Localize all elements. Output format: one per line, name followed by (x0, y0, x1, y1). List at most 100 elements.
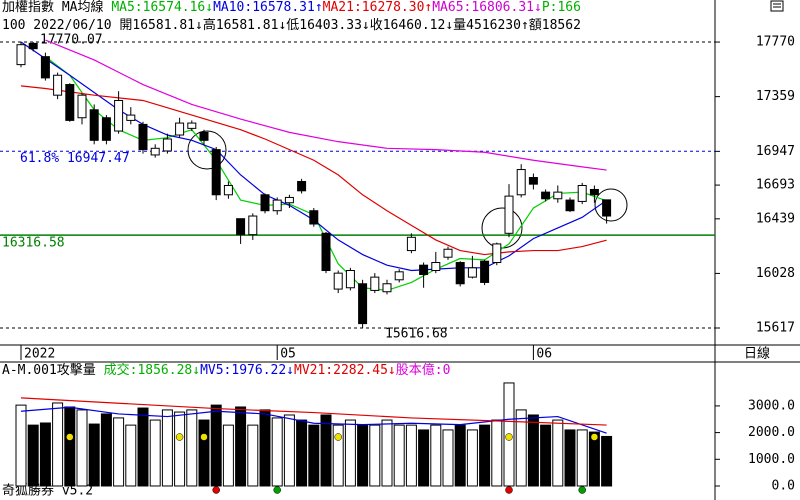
header-line: 加權指數 MA均線 MA5:16574.16↓MA10:16578.31↑MA2… (2, 0, 714, 16)
candle-body (528, 177, 538, 185)
volume-bar (149, 419, 161, 487)
candle-body (504, 195, 514, 234)
volume-bar (564, 429, 576, 487)
volume-bar (296, 419, 308, 487)
signal-dot (212, 486, 220, 494)
volume-bar (381, 419, 393, 487)
volume-bar (174, 411, 186, 487)
candle-body (284, 196, 294, 204)
level-label: 16316.58 (2, 236, 65, 251)
level-label: 17770.07 (40, 33, 103, 48)
volume-bar (491, 419, 503, 487)
candle-body (65, 84, 75, 121)
volume-bar (479, 424, 491, 487)
ma-label: MA21:16278.30↑ (322, 0, 433, 15)
volume-bar (76, 409, 88, 487)
candle-body (150, 147, 160, 156)
volume-label: 成交:1856.28↓ (103, 363, 201, 378)
signal-dot (66, 433, 74, 441)
candle-body (394, 271, 404, 281)
volume-label: MV5:1976.22↓ (200, 363, 294, 378)
candle-body (577, 184, 587, 202)
volume-bar (418, 429, 430, 487)
candle-body (467, 267, 477, 278)
volume-bar (186, 409, 198, 487)
candle-body (309, 210, 319, 225)
volume-bar (357, 424, 369, 487)
volume-bar (344, 419, 356, 487)
volume-y-tick-label: 3000.0 (748, 398, 795, 413)
volume-bar (210, 404, 222, 487)
volume-bar (369, 424, 381, 487)
candle-body (589, 188, 599, 196)
volume-bar (125, 424, 137, 487)
candle-body (40, 56, 50, 79)
y-tick-label: 16693 (756, 178, 795, 193)
candle-body (541, 191, 551, 200)
signal-dot (273, 486, 281, 494)
volume-y-tick-label: 1000.0 (748, 452, 795, 467)
volume-bar (576, 429, 588, 487)
volume-bar (393, 424, 405, 487)
x-tick-label: 05 (280, 347, 296, 362)
candle-body (126, 114, 136, 121)
signal-dot (578, 486, 586, 494)
signal-dot (175, 433, 184, 441)
candle-body (431, 262, 441, 271)
level-label: 61.8% 16947.47 (20, 151, 130, 166)
volume-ma-line (20, 397, 607, 426)
candle-body (211, 149, 221, 196)
candle-body (260, 194, 270, 212)
volume-bar (247, 424, 259, 487)
candle-body (138, 123, 148, 151)
volume-bar (259, 409, 271, 487)
volume-y-tick-label: 2000.0 (748, 425, 795, 440)
volume-bar (601, 435, 613, 487)
candle-body (114, 99, 124, 132)
volume-bar (466, 429, 478, 487)
volume-bar (15, 404, 27, 487)
y-tick-label: 17770 (756, 35, 795, 50)
y-tick-label: 16028 (756, 266, 795, 281)
signal-dot (505, 486, 513, 494)
y-tick-label: 16947 (756, 144, 795, 159)
candle-body (297, 181, 307, 192)
volume-bar (540, 424, 552, 487)
x-tick-label: 06 (536, 347, 552, 362)
volume-bar (552, 419, 564, 487)
volume-bar (64, 406, 76, 487)
volume-bar (454, 424, 466, 487)
candle-body (77, 94, 87, 119)
signal-dot (200, 433, 208, 441)
highlight-circle (187, 130, 227, 170)
candle-body (28, 42, 38, 50)
x-tick-label: 2022 (24, 347, 55, 362)
candle-body (162, 138, 172, 152)
volume-bar (137, 407, 149, 487)
candle-body (175, 122, 185, 136)
candle-body (236, 218, 246, 236)
volume-bar (235, 406, 247, 487)
candle-body (187, 122, 197, 129)
candle-body (333, 272, 343, 290)
candle-body (516, 169, 526, 196)
ma-label: MA5:16574.16↓ (111, 0, 214, 15)
candle-body (553, 191, 563, 200)
volume-bar (515, 409, 527, 487)
volume-y-tick-label: 0.0 (772, 478, 795, 493)
window-icon[interactable] (770, 0, 784, 12)
volume-bar (430, 424, 442, 487)
volume-bar (527, 414, 539, 487)
y-tick-label: 16439 (756, 211, 795, 226)
title: 加權指數 (2, 0, 55, 15)
volume-header: A-M.001攻擊量 成交:1856.28↓MV5:1976.22↓MV21:2… (2, 363, 714, 379)
volume-label: 股本億:0 (395, 363, 451, 378)
indicator: MA均線 (61, 0, 104, 15)
candle-body (565, 199, 575, 212)
volume-bar (405, 424, 417, 487)
signal-dot (334, 433, 342, 441)
signal-dot (590, 433, 599, 441)
volume-title: A-M.001攻擊量 (2, 363, 96, 378)
